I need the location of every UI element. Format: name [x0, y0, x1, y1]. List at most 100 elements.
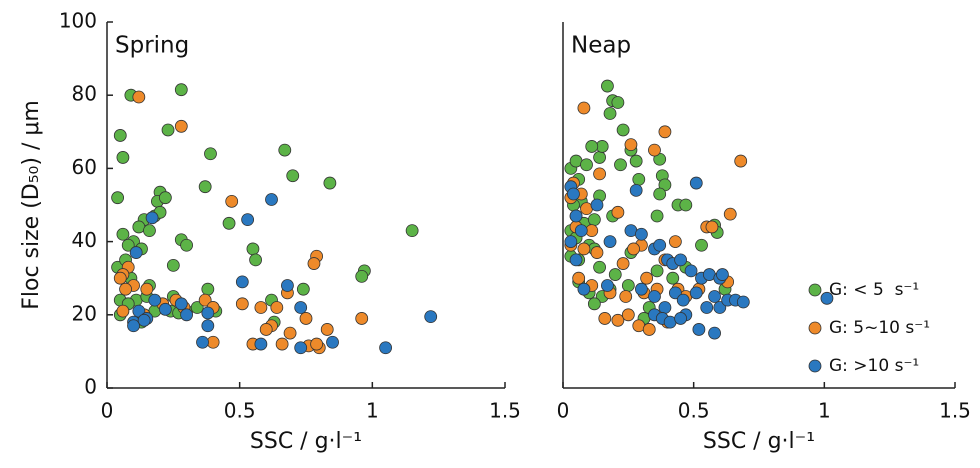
point: [635, 282, 648, 296]
point: [225, 194, 239, 208]
point: [201, 282, 215, 296]
point: [567, 187, 580, 201]
point: [640, 271, 654, 285]
x-tick-label: 0: [557, 399, 570, 423]
x-tick-label: 1.5: [489, 399, 521, 423]
point: [137, 313, 151, 327]
point: [700, 301, 714, 314]
point: [116, 304, 130, 318]
point: [222, 216, 236, 230]
point: [689, 176, 703, 190]
x-axis-label: SSC / g·l⁻¹: [250, 429, 362, 454]
point: [684, 264, 698, 278]
point: [587, 213, 601, 227]
point: [265, 193, 278, 206]
x-tick-label: 0.5: [224, 399, 256, 423]
point: [286, 169, 300, 183]
point: [648, 143, 661, 157]
point: [668, 235, 682, 249]
point: [603, 107, 617, 120]
point: [603, 235, 617, 249]
point: [666, 271, 680, 285]
point: [320, 323, 334, 336]
point: [689, 286, 703, 300]
point: [616, 123, 630, 137]
point: [283, 326, 297, 340]
point: [587, 297, 601, 311]
point: [705, 220, 719, 234]
point: [206, 335, 220, 349]
point: [270, 301, 284, 314]
y-tick-label: 0: [84, 375, 97, 399]
point: [569, 253, 583, 267]
point: [598, 312, 612, 325]
point: [734, 154, 748, 168]
point: [572, 271, 586, 285]
point: [119, 282, 132, 296]
point: [713, 301, 727, 314]
point: [113, 271, 127, 285]
point: [650, 264, 664, 278]
point: [621, 279, 635, 292]
point: [736, 295, 750, 309]
x-axis-label: SSC / g·l⁻¹: [703, 429, 815, 454]
point: [307, 257, 321, 270]
point: [198, 180, 212, 194]
point: [648, 290, 661, 303]
point: [275, 337, 289, 351]
point: [174, 119, 188, 133]
point: [616, 257, 630, 270]
point: [621, 308, 635, 322]
x-tick-label: 1.5: [939, 399, 971, 423]
point: [190, 301, 204, 314]
point: [624, 138, 638, 152]
point: [629, 154, 643, 168]
y-tick-label: 40: [72, 228, 97, 252]
point: [174, 83, 188, 97]
point: [140, 282, 154, 296]
point: [590, 198, 604, 212]
point: [259, 323, 273, 336]
y-tick-label: 20: [72, 301, 97, 325]
point: [608, 268, 622, 281]
point: [379, 341, 393, 355]
point: [196, 335, 209, 349]
point: [580, 158, 593, 172]
point: [166, 258, 180, 272]
point: [254, 337, 268, 351]
point: [676, 293, 690, 307]
point: [593, 260, 606, 274]
point: [653, 238, 667, 252]
point: [294, 341, 308, 355]
panel-title: Spring: [115, 33, 189, 59]
point: [310, 337, 324, 351]
point: [299, 312, 313, 325]
point: [674, 253, 687, 267]
point: [653, 187, 667, 201]
point: [601, 279, 614, 292]
point: [695, 238, 708, 252]
point: [577, 242, 591, 256]
point: [601, 79, 614, 93]
point: [674, 312, 687, 325]
point: [127, 319, 140, 333]
point: [323, 176, 337, 190]
point: [235, 275, 249, 289]
point: [180, 238, 194, 252]
x-tick-label: 1: [366, 399, 379, 423]
point: [158, 191, 172, 205]
legend-label: G: < 5 s⁻¹: [829, 280, 919, 300]
point: [198, 293, 212, 307]
point: [619, 290, 633, 303]
y-tick-label: 80: [72, 82, 97, 106]
point: [241, 213, 255, 227]
point: [355, 312, 369, 325]
legend-label: G: 5~10 s⁻¹: [829, 318, 930, 338]
point: [679, 198, 693, 212]
point: [294, 301, 308, 314]
point: [113, 129, 127, 142]
point: [614, 158, 627, 172]
point: [278, 143, 292, 157]
x-tick-label: 1: [818, 399, 831, 423]
point: [642, 323, 656, 336]
